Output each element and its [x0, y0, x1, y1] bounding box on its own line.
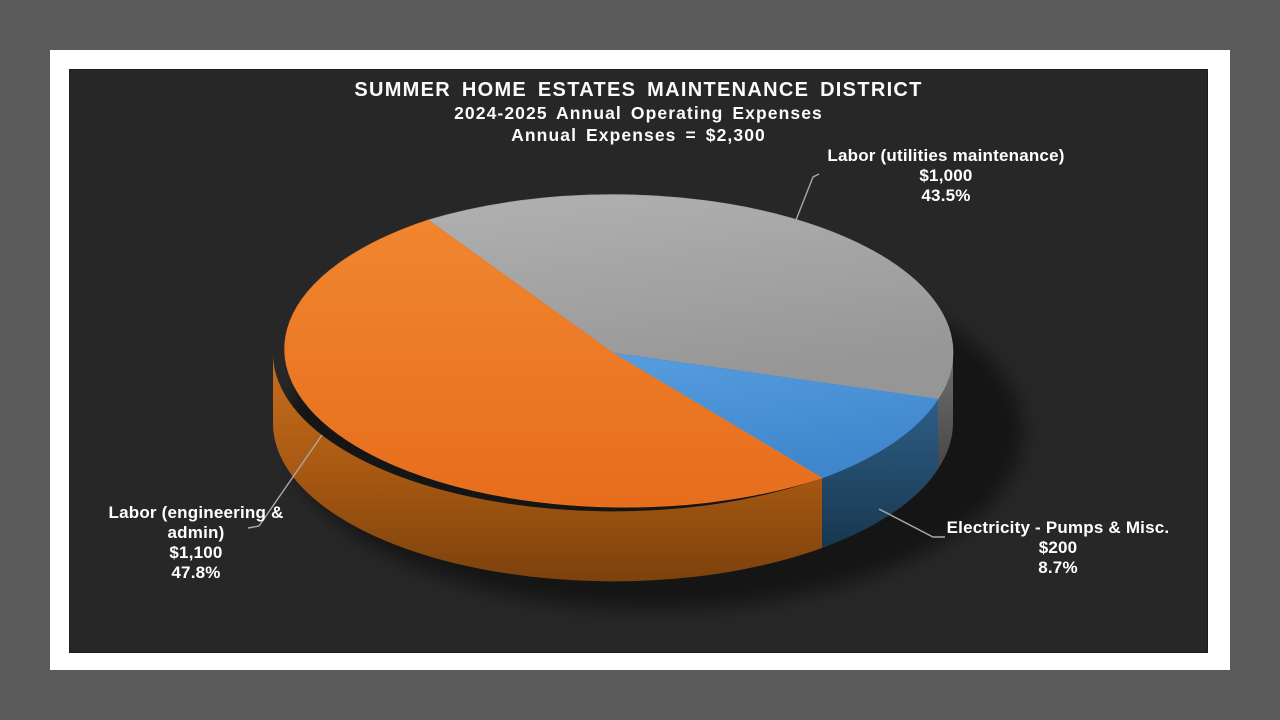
callout-label: Electricity - Pumps & Misc.: [946, 518, 1170, 537]
leader-line-labor-utilities: [795, 173, 820, 221]
callout-electricity: Electricity - Pumps & Misc. $200 8.7%: [918, 518, 1198, 578]
slide: SUMMER HOME ESTATES MAINTENANCE DISTRICT…: [50, 50, 1230, 670]
slice-labor-engineering: [284, 219, 823, 508]
chart-subtitle: 2024-2025 Annual Operating Expenses: [454, 103, 823, 123]
callout-labor-engineering: Labor (engineering & admin) $1,100 47.8%: [96, 503, 296, 583]
callout-label: Labor (engineering & admin): [108, 503, 284, 542]
slice-side-electricity: [822, 399, 938, 548]
chart-title-block: SUMMER HOME ESTATES MAINTENANCE DISTRICT…: [70, 78, 1207, 146]
leader-line-labor-engineering: [247, 434, 323, 529]
slice-side-labor-utilities: [938, 353, 953, 469]
callout-percent: 47.8%: [171, 563, 221, 582]
chart-total-line: Annual Expenses = $2,300: [511, 125, 766, 145]
callout-percent: 43.5%: [921, 186, 971, 205]
callout-value: $1,100: [169, 543, 223, 562]
leader-line-electricity: [878, 508, 945, 538]
callout-value: $200: [1038, 538, 1078, 557]
callout-value: $1,000: [919, 166, 973, 185]
pie-chart: [247, 173, 1023, 609]
slice-electricity: [612, 352, 939, 479]
callout-labor-utilities: Labor (utilities maintenance) $1,000 43.…: [786, 146, 1106, 206]
callout-percent: 8.7%: [1038, 558, 1078, 577]
slice-side-labor-engineering: [272, 353, 822, 582]
chart-title: SUMMER HOME ESTATES MAINTENANCE DISTRICT: [354, 79, 923, 101]
chart-area: SUMMER HOME ESTATES MAINTENANCE DISTRICT…: [69, 69, 1208, 653]
slice-labor-utilities: [427, 194, 954, 400]
callout-label: Labor (utilities maintenance): [827, 146, 1065, 165]
